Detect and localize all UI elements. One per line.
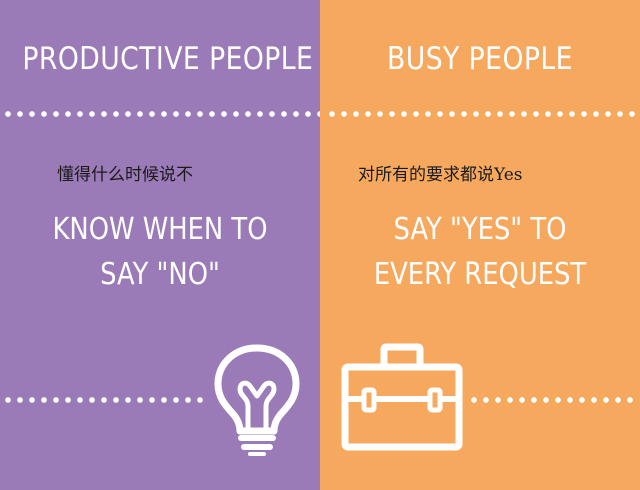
top-dotted-divider-left [2, 111, 320, 117]
bottom-dotted-divider-right [468, 397, 638, 403]
statement-line-2: EVERY REQUEST [373, 257, 587, 292]
bottom-dotted-divider-left [2, 397, 206, 403]
busy-people-statement: SAY "YES" TO EVERY REQUEST [342, 207, 617, 297]
statement-line-2: SAY "NO" [100, 257, 220, 292]
briefcase-icon [341, 343, 463, 451]
productive-people-statement: KNOW WHEN TO SAY "NO" [22, 207, 297, 297]
statement-line-1: SAY "YES" TO [393, 212, 567, 247]
productive-people-subtitle: 懂得什么时候说不 [57, 165, 193, 185]
lightbulb-icon [214, 344, 300, 456]
busy-people-panel: BUSY PEOPLE 对所有的要求都说Yes SAY "YES" TO EVE… [320, 0, 640, 490]
productive-people-title: PRODUCTIVE PEOPLE [22, 41, 314, 77]
busy-people-subtitle: 对所有的要求都说Yes [358, 165, 523, 185]
busy-people-title: BUSY PEOPLE [387, 41, 573, 77]
statement-line-1: KNOW WHEN TO [52, 212, 268, 247]
productive-people-panel: PRODUCTIVE PEOPLE 懂得什么时候说不 KNOW WHEN TO … [0, 0, 320, 490]
top-dotted-divider-right [326, 111, 638, 117]
